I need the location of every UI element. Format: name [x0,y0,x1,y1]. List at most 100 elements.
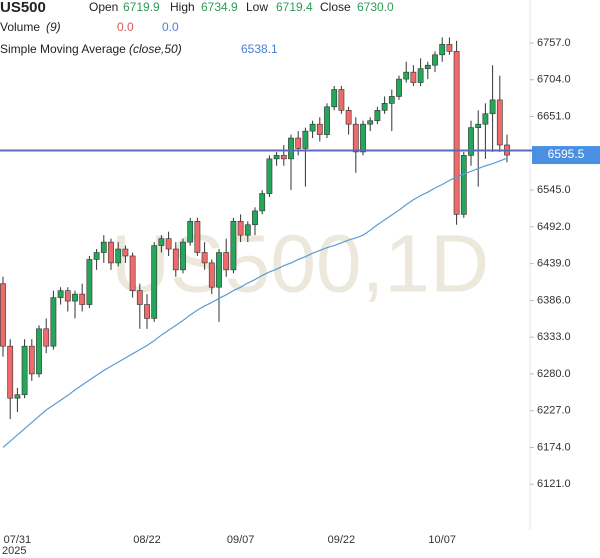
candle-body [446,44,453,52]
candle-body [194,220,201,253]
x-tick-label: 09/07 [227,534,255,546]
candle-body [108,241,114,264]
candle-body [72,293,78,302]
candle-body [345,110,352,125]
candle-body [36,328,42,375]
candle-body [381,103,388,111]
candle-body [352,123,359,153]
candle-body [230,220,237,271]
y-tick-label: 6704.0 [537,74,571,86]
candle-body [21,345,28,396]
candle-body [316,123,323,135]
candle-body [64,290,71,302]
y-tick-label: 6386.0 [537,294,571,306]
candle-body [338,89,345,111]
candle-body [331,89,338,108]
candle-body [223,252,230,271]
candle-body [295,137,302,149]
candle-body [439,44,446,56]
y-tick-label: 6492.0 [537,221,571,233]
price-tag-label: 6595.5 [548,147,585,161]
plot [0,37,600,448]
symbol: US500 [0,0,46,16]
y-tick-label: 6439.0 [537,258,571,270]
candle-body [129,255,136,291]
label: (close,50) [129,42,182,56]
candle-body [216,252,222,288]
candle-body [208,262,215,288]
candle-body [453,51,460,215]
candle-body [482,113,489,125]
y-tick-label: 6227.0 [537,405,571,417]
candle-body [158,238,165,246]
x-tick-label: 09/22 [328,534,356,546]
candle-body [367,120,374,125]
y-tick-label: 6174.0 [537,441,571,453]
candle-body [259,193,266,212]
value: 0.0 [162,20,179,34]
label: High [170,0,195,14]
candle-body [396,78,402,97]
candle-body [360,123,366,153]
label: Low [246,0,268,14]
candle-body [151,245,158,319]
y-tick-label: 6121.0 [537,478,571,490]
candle-body [266,158,273,194]
watermark: US500,1D [111,219,489,310]
y-tick-label: 6757.0 [537,37,571,49]
value: 6719.9 [123,0,160,14]
label: Volume [0,20,40,34]
value: 6734.9 [201,0,238,14]
candle-body [417,68,424,83]
candle-body [410,71,417,83]
candle-body [252,210,258,226]
price-tag [532,146,600,165]
candle-body [144,304,150,319]
label: Open [89,0,118,14]
x-tick-label: 08/22 [133,534,161,546]
candle-body [187,220,194,243]
candle-body [432,54,438,66]
candle-body [496,99,503,146]
candle-body [489,99,496,115]
candle-body [28,345,35,375]
candle-body [424,64,431,69]
candle-body [324,106,330,135]
x-tick-label: 07/31 [4,534,32,546]
candle-body [468,127,474,156]
candle-body [180,241,186,271]
candle-body [14,394,21,399]
candle-body [7,345,14,399]
candle-body [374,110,381,122]
x-tick-label: 10/07 [428,534,456,546]
value: 6730.0 [357,0,394,14]
label: (9) [46,20,61,34]
label: Close [320,0,351,14]
year-label: 2025 [2,545,26,557]
candle-body [460,155,467,215]
candle-body [79,293,86,305]
sma-line [2,157,508,448]
candle-body [388,96,395,104]
y-tick-label: 6651.0 [537,110,571,122]
candle-body [0,283,6,347]
candle-body [172,248,179,271]
candle-body [288,137,294,160]
candle-body [136,290,143,305]
candle-body [115,248,122,264]
candle-body [302,130,309,149]
candle-body [475,123,482,128]
label: Simple Moving Average [0,42,126,56]
candle-body [280,155,287,160]
value: 6538.1 [241,42,278,56]
candle-body [93,252,100,260]
candle-body [403,71,410,80]
value: 6719.4 [276,0,313,14]
candle-body [244,224,251,236]
candle-body [309,123,316,132]
candle-body [86,259,93,305]
y-tick-label: 6333.0 [537,331,571,343]
candle-body [237,220,244,236]
value: 0.0 [117,20,134,34]
